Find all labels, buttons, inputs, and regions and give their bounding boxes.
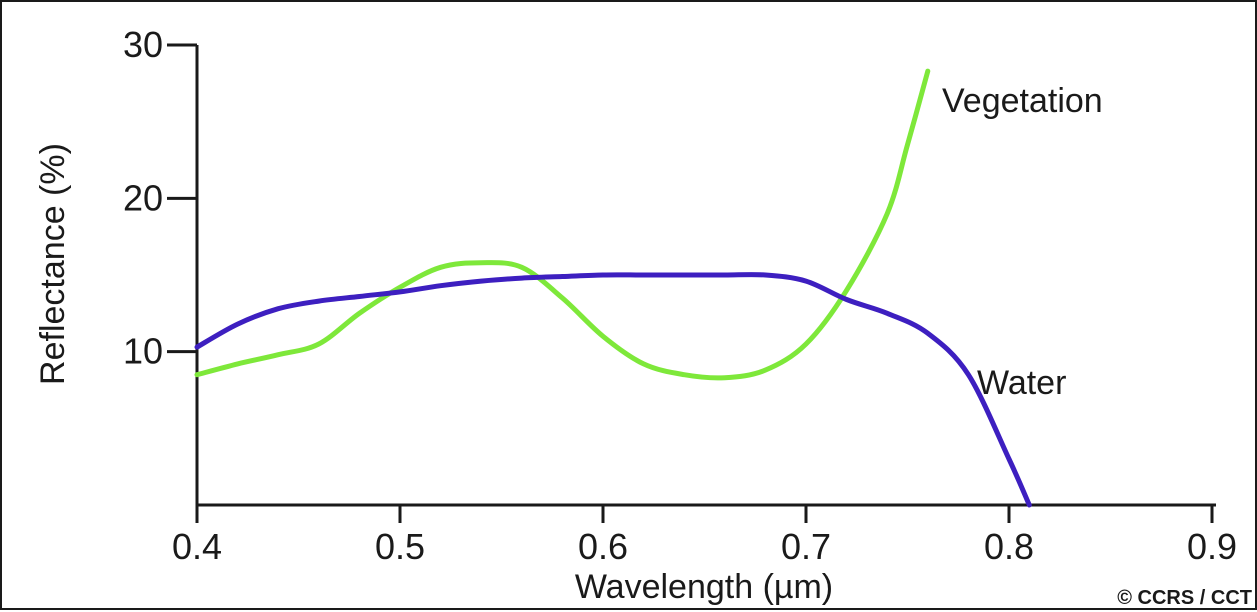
vegetation-label: Vegetation xyxy=(942,82,1103,120)
water-label: Water xyxy=(977,364,1066,402)
credit-text: © CCRS / CCT xyxy=(1117,587,1252,609)
x-tick-label: 0.5 xyxy=(375,526,425,567)
x-tick-label: 0.9 xyxy=(1187,526,1237,567)
y-axis-title: Reflectance (%) xyxy=(34,143,72,385)
x-tick-label: 0.7 xyxy=(781,526,831,567)
x-axis-title: Wavelength (µm) xyxy=(575,568,833,606)
y-tick-label: 10 xyxy=(123,331,163,372)
vegetation-series-line xyxy=(194,68,931,381)
series-lines xyxy=(194,68,1032,508)
y-tick-label: 20 xyxy=(123,177,163,218)
axes xyxy=(195,45,1216,507)
water-series-line xyxy=(194,272,1032,508)
y-tick-label: 30 xyxy=(123,24,163,65)
x-tick-label: 0.6 xyxy=(578,526,628,567)
ticks: 0.4 0.5 0.6 0.7 0.8 0.9 10 20 30 xyxy=(123,24,1237,567)
x-tick-label: 0.4 xyxy=(172,526,222,567)
x-tick-label: 0.8 xyxy=(984,526,1034,567)
